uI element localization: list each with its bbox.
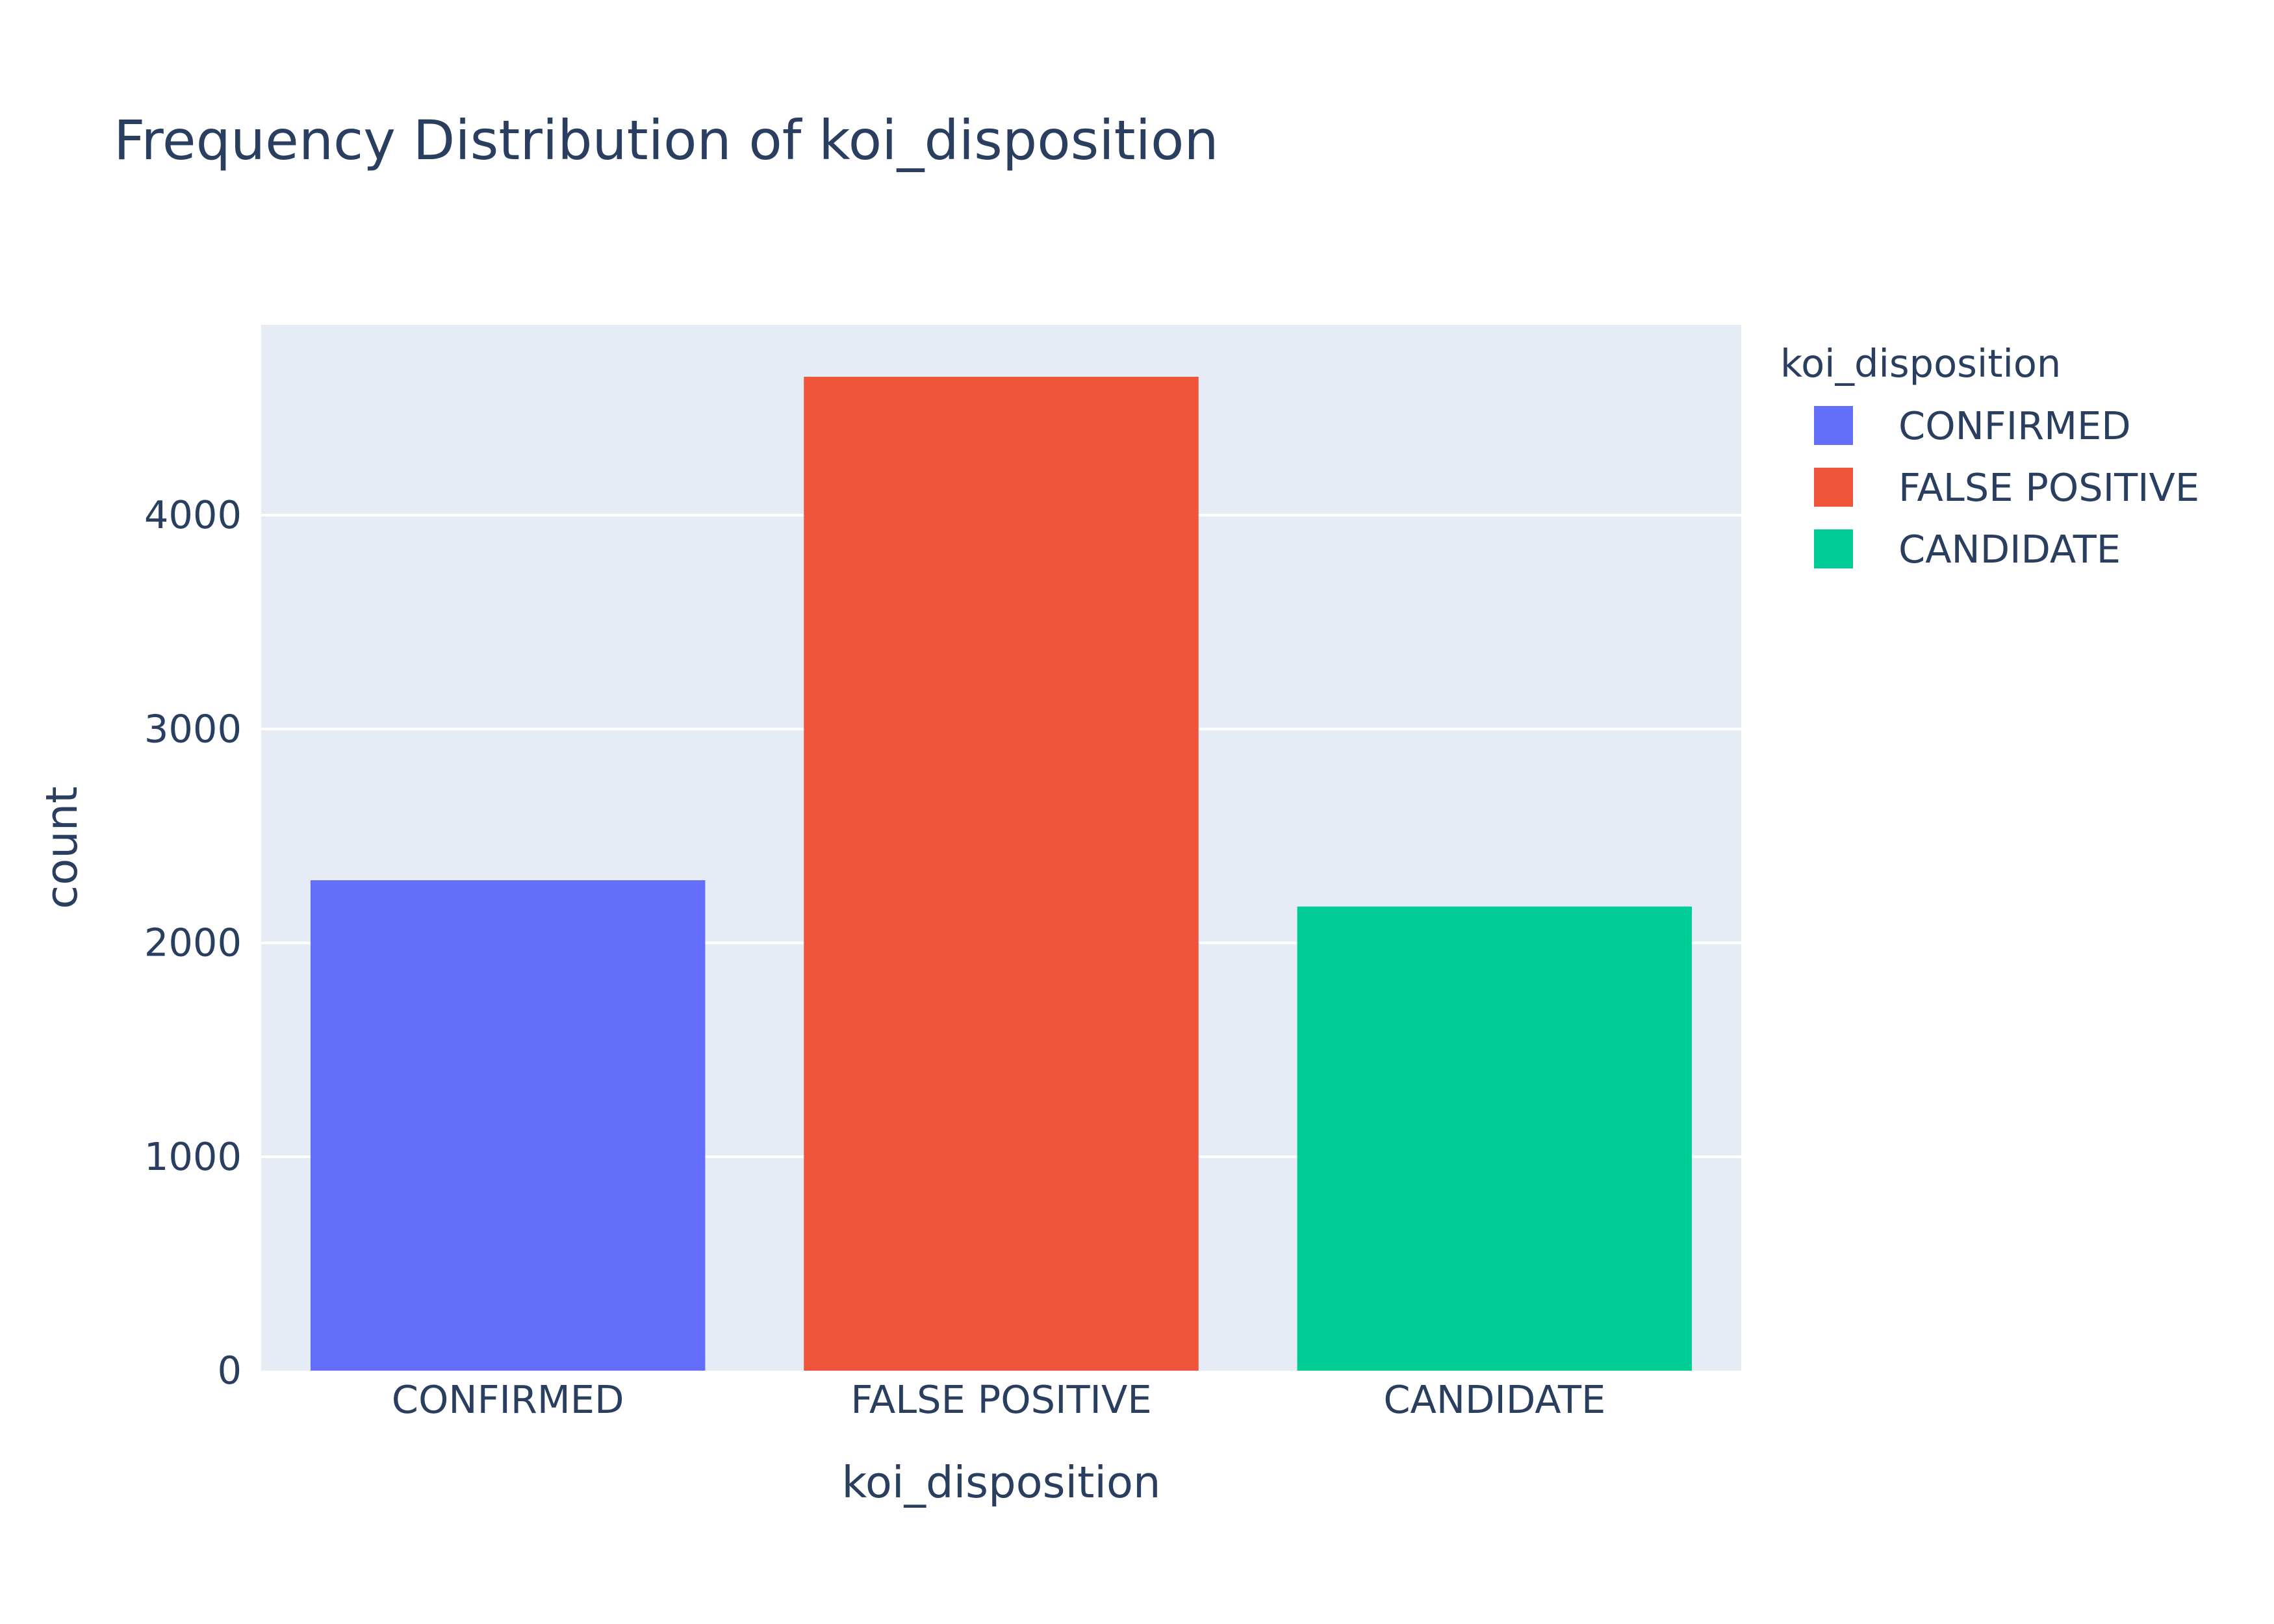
bar-confirmed — [310, 880, 706, 1371]
x-axis-ticks: CONFIRMED FALSE POSITIVE CANDIDATE — [392, 1377, 1606, 1422]
legend-item[interactable]: CONFIRMED — [1814, 403, 2131, 448]
legend-title: koi_disposition — [1780, 341, 2061, 386]
legend-label: FALSE POSITIVE — [1898, 465, 2199, 510]
legend-item[interactable]: FALSE POSITIVE — [1814, 465, 2199, 510]
y-tick-label: 2000 — [144, 920, 242, 965]
legend-item[interactable]: CANDIDATE — [1814, 527, 2121, 572]
legend-swatch — [1814, 406, 1853, 445]
y-tick-label: 0 — [217, 1348, 242, 1393]
legend-label: CANDIDATE — [1898, 527, 2121, 572]
y-axis-ticks: 0 1000 2000 3000 4000 — [144, 492, 242, 1393]
x-axis-title: koi_disposition — [842, 1457, 1161, 1508]
legend-swatch — [1814, 468, 1853, 507]
y-tick-label: 3000 — [144, 706, 242, 751]
x-tick-label: CANDIDATE — [1383, 1377, 1605, 1422]
legend-items: CONFIRMED FALSE POSITIVE CANDIDATE — [1814, 403, 2199, 572]
y-tick-label: 1000 — [144, 1134, 242, 1179]
x-tick-label: CONFIRMED — [392, 1377, 624, 1422]
y-axis-title: count — [36, 786, 87, 909]
legend-label: CONFIRMED — [1898, 403, 2131, 448]
chart-title: Frequency Distribution of koi_dispositio… — [114, 108, 1219, 172]
x-tick-label: FALSE POSITIVE — [850, 1377, 1151, 1422]
bar-candidate — [1297, 906, 1693, 1371]
y-tick-label: 4000 — [144, 492, 242, 537]
bars — [310, 377, 1693, 1371]
bar-false-positive — [804, 377, 1199, 1371]
legend-swatch — [1814, 529, 1853, 568]
